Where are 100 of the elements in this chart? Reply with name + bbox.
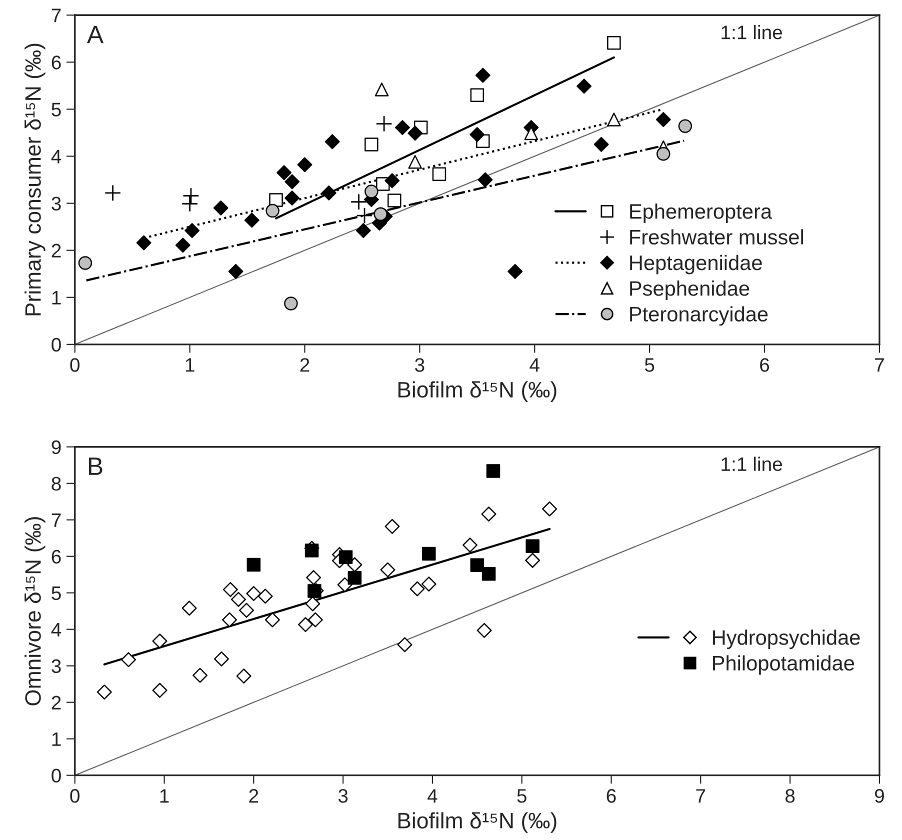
point [214, 651, 229, 666]
x-tick-label: 8 [785, 789, 795, 803]
y-tick-label: 4 [51, 623, 62, 636]
point [470, 127, 485, 142]
point [408, 155, 422, 169]
x-tick-label: 5 [644, 358, 654, 372]
y-tick-label: 9 [52, 440, 61, 454]
point [181, 195, 198, 212]
x-tick-label: 4 [530, 358, 540, 372]
point [394, 120, 410, 136]
y-tick-label: 3 [52, 196, 61, 211]
point [486, 464, 500, 478]
x-tick-label: 6 [606, 789, 616, 803]
point [384, 518, 400, 534]
point [304, 544, 319, 558]
legend-label: Heptageniidae [630, 254, 762, 274]
point [236, 668, 252, 684]
point [380, 562, 396, 578]
point [298, 617, 314, 632]
point [348, 571, 362, 585]
y-tick-label: 1 [52, 291, 61, 304]
point [478, 172, 493, 188]
legend-label: Ephemeroptera [630, 204, 772, 223]
x-tick-label: 7 [875, 358, 884, 372]
y-tick-label: 7 [52, 8, 61, 22]
y-tick-label: 1 [52, 732, 61, 746]
x-tick-label: 3 [415, 358, 424, 372]
x-tick-label: 0 [70, 358, 80, 372]
y-tick-label: 6 [52, 56, 61, 70]
point [350, 194, 368, 210]
x-tick-label: 7 [696, 789, 706, 803]
point [239, 602, 254, 618]
point [408, 126, 423, 141]
point [264, 612, 280, 628]
point [542, 501, 558, 516]
point [297, 157, 312, 172]
x-tick-label: 3 [338, 789, 348, 803]
x-tick-label: 4 [428, 789, 438, 803]
point [364, 184, 378, 198]
y-tick-label: 6 [52, 550, 61, 564]
point [508, 264, 523, 279]
point [96, 684, 112, 700]
point [104, 184, 122, 202]
legend-label: Philopotamidae [713, 655, 854, 675]
point [305, 596, 320, 612]
point [384, 173, 400, 188]
point [462, 538, 478, 553]
point [284, 174, 300, 190]
point [308, 584, 322, 598]
point [152, 682, 168, 698]
point [422, 546, 436, 561]
point [78, 256, 92, 270]
y-tick-label: 3 [52, 659, 61, 674]
point [524, 126, 538, 140]
point [470, 558, 484, 572]
point [266, 204, 280, 218]
point [656, 112, 671, 128]
point [364, 138, 378, 152]
point [192, 668, 208, 683]
point [338, 550, 353, 564]
point [213, 200, 228, 216]
point [222, 612, 238, 628]
point [182, 600, 197, 616]
point [228, 264, 244, 279]
point [230, 592, 246, 607]
annotation: 1:1 line [722, 456, 782, 472]
point [269, 193, 283, 207]
point [276, 165, 292, 180]
point [397, 637, 412, 652]
legend-label: Pteronarcyidae [630, 306, 768, 326]
point [388, 194, 402, 208]
y-axis-title: Omnivore δ¹⁵N (‰) [24, 517, 46, 706]
x-tick-label: 9 [874, 789, 884, 803]
y-tick-label: 0 [52, 768, 61, 783]
point [246, 586, 262, 602]
point [244, 212, 260, 228]
point [374, 207, 388, 221]
point [321, 185, 336, 200]
point [356, 223, 371, 238]
point [308, 612, 323, 628]
point [246, 558, 261, 572]
annotation: 1:1 line [722, 25, 782, 40]
point [607, 36, 621, 50]
point [175, 238, 190, 253]
y-tick-label: 2 [52, 696, 61, 710]
point [607, 112, 621, 126]
x-tick-label: 2 [249, 789, 258, 803]
y-tick-label: 2 [52, 244, 61, 258]
point [284, 190, 300, 206]
point [182, 187, 200, 204]
y-axis-title: Primary consumer δ¹⁵N (‰) [24, 44, 46, 316]
point [184, 223, 200, 238]
point [222, 582, 238, 598]
point [337, 577, 352, 592]
x-tick-label: 2 [300, 358, 310, 372]
point [482, 567, 496, 581]
point [152, 634, 168, 649]
point [678, 119, 692, 134]
legend-label: Freshwater mussel [630, 229, 803, 245]
point [306, 570, 322, 586]
